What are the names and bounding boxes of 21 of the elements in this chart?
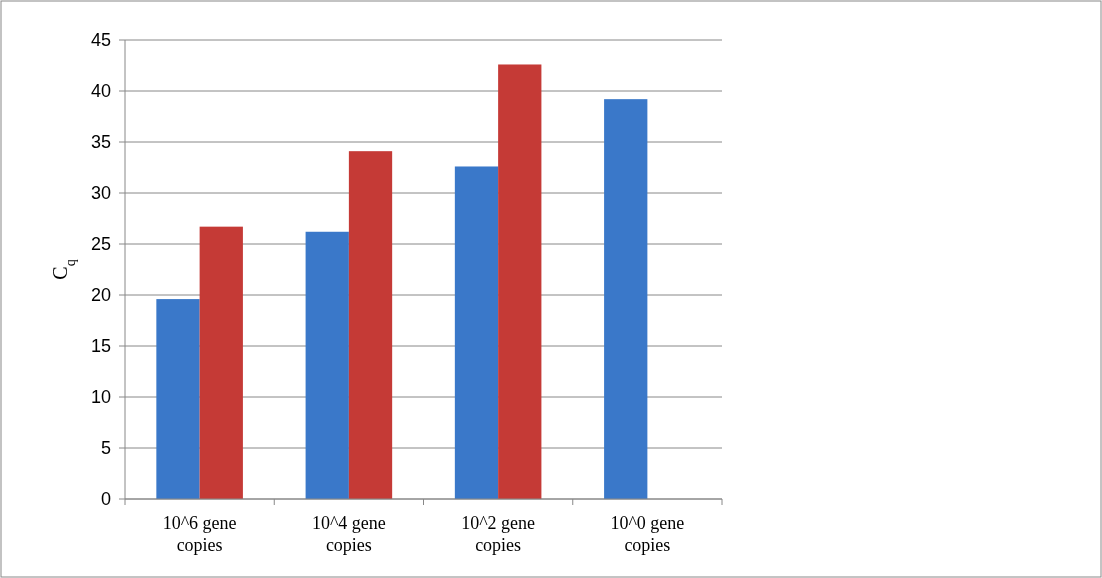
- y-tick-label: 40: [90, 81, 111, 102]
- y-tick-label: 0: [100, 489, 111, 510]
- bar: [454, 166, 499, 499]
- y-tick-label: 45: [90, 30, 111, 51]
- bar: [156, 299, 200, 499]
- x-tick-label: 10^4 gene copies: [311, 513, 386, 555]
- bar: [305, 231, 349, 499]
- bar: [604, 99, 648, 499]
- bar: [199, 226, 243, 499]
- y-tick-label: 30: [90, 183, 111, 204]
- y-tick-label: 20: [90, 285, 111, 306]
- y-tick-label: 10: [90, 387, 111, 408]
- bar: [348, 151, 393, 499]
- bar: [498, 64, 542, 499]
- y-tick-label: 25: [90, 234, 111, 255]
- x-tick-label: 10^6 gene copies: [162, 513, 237, 555]
- x-tick-label: 10^0 gene copies: [610, 513, 685, 555]
- y-tick-label: 35: [90, 132, 111, 153]
- y-tick-label: 5: [100, 438, 111, 459]
- x-tick-label: 10^2 gene copies: [461, 513, 536, 555]
- y-tick-label: 15: [90, 336, 111, 357]
